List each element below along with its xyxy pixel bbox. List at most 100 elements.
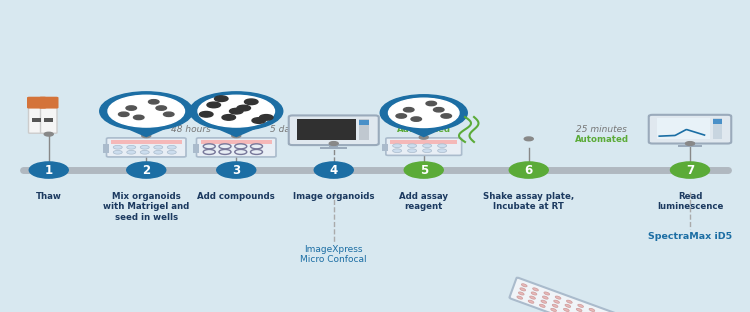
Text: 1: 1	[45, 163, 53, 177]
Circle shape	[134, 115, 144, 119]
Circle shape	[214, 96, 228, 101]
Circle shape	[419, 135, 428, 139]
Text: SpectraMax iD5: SpectraMax iD5	[648, 232, 732, 241]
Circle shape	[127, 162, 166, 178]
FancyBboxPatch shape	[27, 97, 46, 109]
FancyBboxPatch shape	[678, 145, 702, 147]
Circle shape	[140, 145, 149, 149]
Circle shape	[578, 304, 584, 307]
Circle shape	[29, 162, 68, 178]
Circle shape	[244, 99, 258, 105]
FancyBboxPatch shape	[106, 138, 186, 157]
Circle shape	[148, 100, 159, 104]
Circle shape	[314, 162, 353, 178]
Circle shape	[408, 144, 417, 148]
FancyBboxPatch shape	[28, 104, 45, 133]
Circle shape	[566, 300, 572, 303]
Text: Automated: Automated	[574, 135, 628, 144]
Circle shape	[167, 150, 176, 154]
FancyBboxPatch shape	[713, 119, 722, 124]
Circle shape	[563, 308, 569, 311]
Polygon shape	[112, 123, 180, 137]
Text: Read
luminescence: Read luminescence	[657, 192, 723, 211]
Text: 7: 7	[686, 163, 694, 177]
FancyBboxPatch shape	[359, 119, 369, 140]
FancyBboxPatch shape	[193, 144, 199, 153]
Circle shape	[140, 150, 149, 154]
FancyBboxPatch shape	[329, 144, 338, 147]
Circle shape	[555, 296, 561, 299]
Text: 48 hours: 48 hours	[171, 125, 211, 134]
Circle shape	[113, 150, 122, 154]
Circle shape	[565, 304, 571, 307]
Circle shape	[589, 308, 595, 311]
Circle shape	[388, 98, 459, 128]
Circle shape	[222, 115, 236, 120]
Circle shape	[127, 150, 136, 154]
Polygon shape	[202, 123, 270, 137]
Circle shape	[44, 132, 53, 136]
FancyBboxPatch shape	[289, 115, 379, 145]
Circle shape	[509, 162, 548, 178]
Circle shape	[541, 300, 547, 303]
Circle shape	[230, 108, 243, 114]
Text: 25 minutes: 25 minutes	[577, 125, 627, 134]
FancyBboxPatch shape	[382, 144, 388, 151]
Text: 5: 5	[419, 163, 428, 177]
FancyBboxPatch shape	[32, 118, 41, 122]
Circle shape	[127, 145, 136, 149]
FancyBboxPatch shape	[111, 140, 182, 144]
Text: 2: 2	[142, 163, 150, 177]
Circle shape	[433, 108, 444, 112]
Circle shape	[156, 106, 166, 110]
Circle shape	[530, 296, 536, 299]
Text: 5 days: 5 days	[270, 125, 300, 134]
Text: Shake assay plate,
Incubate at RT: Shake assay plate, Incubate at RT	[483, 192, 574, 211]
Circle shape	[554, 300, 560, 303]
FancyBboxPatch shape	[657, 118, 710, 139]
Circle shape	[521, 284, 527, 287]
Circle shape	[544, 292, 550, 295]
Circle shape	[154, 145, 163, 149]
Circle shape	[217, 162, 256, 178]
Circle shape	[154, 150, 163, 154]
Text: ImageXpress
Micro Confocal: ImageXpress Micro Confocal	[301, 245, 367, 264]
FancyBboxPatch shape	[649, 115, 731, 144]
Circle shape	[164, 112, 174, 116]
FancyBboxPatch shape	[44, 118, 53, 122]
Text: 3: 3	[232, 163, 240, 177]
FancyBboxPatch shape	[509, 278, 620, 312]
FancyBboxPatch shape	[320, 147, 347, 149]
Circle shape	[408, 149, 417, 153]
Circle shape	[393, 149, 402, 153]
Circle shape	[517, 296, 523, 299]
Circle shape	[552, 304, 558, 307]
Circle shape	[237, 105, 250, 111]
Circle shape	[423, 144, 432, 148]
Circle shape	[576, 308, 582, 311]
Circle shape	[532, 288, 538, 291]
FancyBboxPatch shape	[390, 140, 457, 144]
Circle shape	[528, 300, 534, 303]
Circle shape	[126, 106, 136, 110]
Circle shape	[396, 114, 406, 118]
Circle shape	[524, 137, 533, 141]
FancyBboxPatch shape	[103, 144, 109, 153]
Circle shape	[404, 108, 414, 112]
Circle shape	[441, 114, 452, 118]
Text: 4: 4	[330, 163, 338, 177]
Text: Automated: Automated	[397, 125, 451, 134]
Circle shape	[190, 92, 283, 130]
Text: 6: 6	[525, 163, 532, 177]
Text: Add assay
reagent: Add assay reagent	[399, 192, 448, 211]
Circle shape	[520, 288, 526, 291]
Circle shape	[329, 142, 338, 145]
Circle shape	[232, 134, 241, 138]
Circle shape	[100, 92, 193, 130]
FancyBboxPatch shape	[201, 140, 272, 144]
Circle shape	[380, 95, 467, 131]
FancyBboxPatch shape	[386, 138, 461, 155]
FancyBboxPatch shape	[359, 120, 369, 125]
Circle shape	[411, 117, 422, 121]
Circle shape	[142, 134, 151, 138]
